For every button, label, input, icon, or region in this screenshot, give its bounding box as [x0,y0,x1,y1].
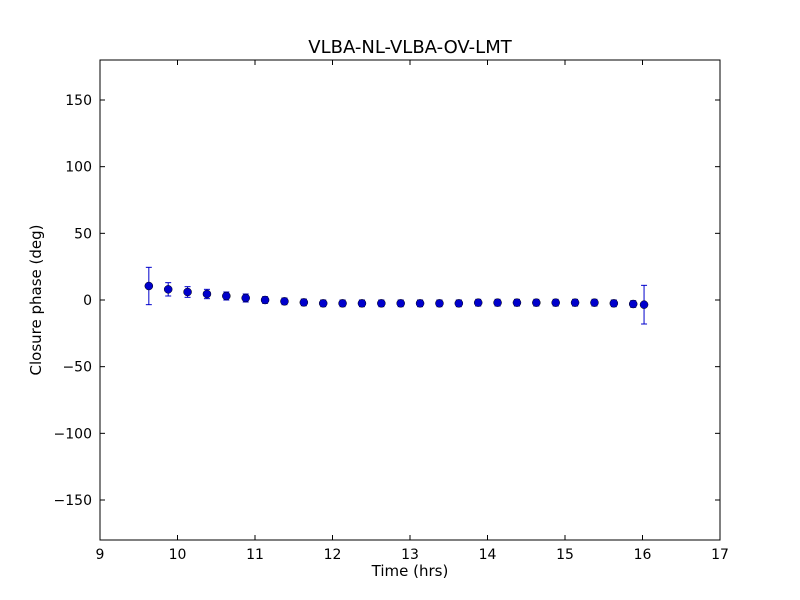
x-axis-label: Time (hrs) [371,562,449,580]
data-point [183,287,192,297]
plot-area [99,59,721,541]
x-tick-label: 14 [479,547,497,563]
data-point [144,281,154,291]
x-tick-label: 15 [556,547,574,563]
x-tick-label: 13 [401,547,419,563]
data-point [202,289,212,299]
data-point [532,298,541,307]
data-point [396,299,405,308]
y-axis-label: Closure phase (deg) [27,225,45,376]
data-point [163,285,173,294]
y-tick-label: 0 [83,293,92,309]
data-point [590,298,599,307]
data-point [357,299,367,308]
x-tick-label: 11 [246,547,264,563]
data-point [435,299,444,308]
data-point [338,299,347,308]
data-point [260,295,270,305]
data-point [473,298,483,307]
data-point [639,300,649,309]
data-point [241,293,250,303]
axis-ticks: 9 10 11 12 13 14 15 16 17 −150 −100 −50 0 50 100 150 [54,60,729,563]
data-point [415,299,425,308]
data-point [222,291,231,301]
y-tick-label: 50 [74,226,92,242]
data-point [551,298,560,307]
y-tick-label: 150 [65,93,92,109]
x-tick-label: 17 [711,547,729,563]
x-tick-label: 10 [169,547,187,563]
y-tick-label: −50 [62,360,92,376]
data-point [609,299,619,308]
data-point [280,297,289,306]
data-point [512,298,522,307]
data-series [144,266,649,325]
data-point [377,299,386,308]
y-tick-label: 100 [65,160,92,176]
data-point [493,298,502,307]
x-tick-label: 9 [96,547,105,563]
data-point [628,299,638,309]
data-point [570,298,580,307]
x-tick-label: 16 [634,547,652,563]
data-point [454,299,464,308]
y-tick-label: −100 [54,426,92,442]
y-tick-label: −150 [54,493,92,509]
data-point [318,299,328,308]
x-tick-label: 12 [324,547,342,563]
chart-title: VLBA-NL-VLBA-OV-LMT [308,37,512,58]
data-point [299,298,309,307]
